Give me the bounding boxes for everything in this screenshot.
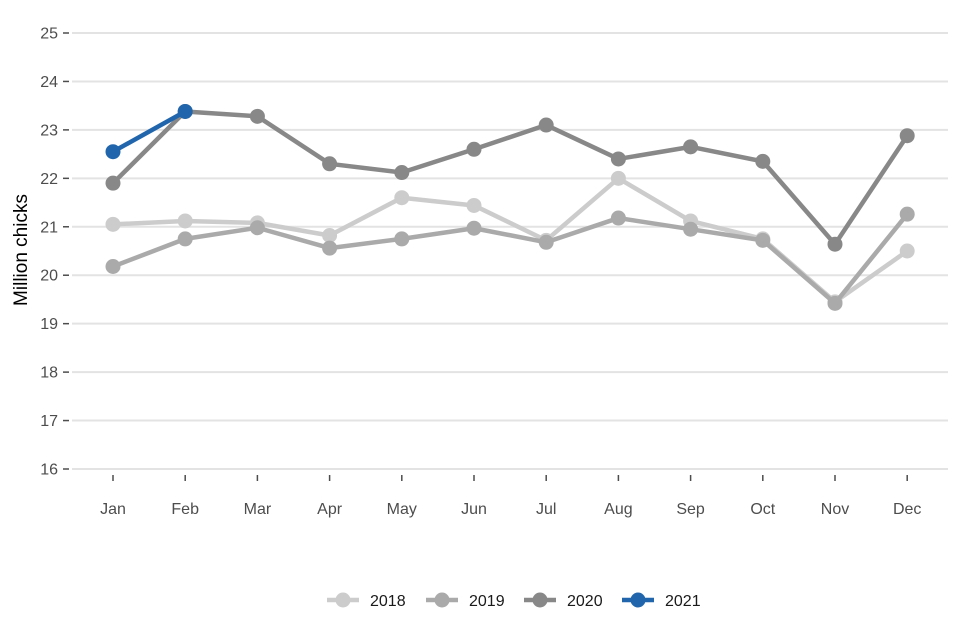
- data-point-2019: [249, 220, 265, 236]
- legend-item-2020: 2020: [524, 592, 603, 610]
- series-line-2020: [110, 109, 910, 247]
- x-tick-label: Oct: [750, 501, 775, 518]
- data-point-2021: [105, 144, 121, 160]
- legend-item-2019: 2019: [426, 592, 505, 610]
- data-point-2019: [177, 231, 193, 247]
- data-point-2018: [899, 243, 915, 259]
- x-tick-label: Jan: [100, 501, 126, 518]
- legend-label: 2018: [370, 593, 406, 610]
- data-point-2018: [322, 227, 338, 243]
- data-point-2020: [394, 165, 410, 181]
- data-point-2020: [683, 139, 699, 155]
- x-tick-label: Jun: [461, 501, 487, 518]
- data-point-2019: [755, 232, 771, 248]
- legend: 2018 2019 2020 2021: [327, 592, 701, 610]
- y-tick-label: 18: [40, 365, 58, 382]
- y-tick-label: 24: [40, 74, 58, 91]
- data-point-2020: [249, 108, 265, 124]
- series-line-2018: [110, 176, 910, 305]
- data-point-2019: [394, 231, 410, 247]
- legend-label: 2021: [665, 593, 701, 610]
- data-point-2019: [827, 295, 843, 311]
- x-axis: Jan Feb Mar Apr May Jun Jul Aug Sep Oct Nov Dec: [100, 475, 921, 518]
- data-point-2018: [466, 197, 482, 213]
- y-tick-label: 23: [40, 122, 58, 139]
- data-point-2021: [177, 103, 193, 119]
- data-point-2020: [466, 141, 482, 157]
- series-2020: [105, 103, 915, 252]
- legend-marker: [434, 592, 450, 608]
- data-point-2019: [610, 210, 626, 226]
- x-tick-label: Nov: [821, 501, 849, 518]
- data-point-2019: [683, 221, 699, 237]
- x-tick-label: Mar: [244, 501, 272, 518]
- x-tick-label: Sep: [676, 501, 705, 518]
- data-point-2020: [899, 128, 915, 144]
- legend-item-2021: 2021: [622, 592, 701, 610]
- legend-marker: [335, 592, 351, 608]
- data-point-2018: [610, 170, 626, 186]
- x-tick-label: Aug: [604, 501, 632, 518]
- data-point-2020: [105, 175, 121, 191]
- series-lines: [105, 103, 915, 311]
- y-tick-label: 17: [40, 413, 58, 430]
- x-tick-label: Apr: [317, 501, 343, 518]
- y-tick-label: 20: [40, 268, 58, 285]
- series-2021: [105, 103, 193, 160]
- legend-label: 2019: [469, 593, 505, 610]
- legend-marker: [532, 592, 548, 608]
- data-point-2020: [827, 236, 843, 252]
- y-axis-title: Million chicks: [11, 194, 32, 306]
- y-tick-label: 22: [40, 171, 58, 188]
- x-tick-label: Dec: [893, 501, 921, 518]
- data-point-2019: [538, 234, 554, 250]
- data-point-2020: [610, 151, 626, 167]
- series-line-2019: [110, 211, 910, 306]
- legend-item-2018: 2018: [327, 592, 406, 610]
- series-line-2021: [110, 109, 188, 154]
- data-point-2019: [105, 259, 121, 275]
- data-point-2019: [899, 206, 915, 222]
- y-tick-label: 25: [40, 26, 58, 43]
- data-point-2018: [177, 213, 193, 229]
- data-point-2020: [755, 153, 771, 169]
- y-tick-label: 19: [40, 316, 58, 333]
- data-point-2019: [466, 220, 482, 236]
- data-point-2018: [105, 216, 121, 232]
- x-tick-label: Jul: [536, 501, 556, 518]
- data-point-2019: [322, 240, 338, 256]
- data-point-2020: [538, 117, 554, 133]
- gridlines: [72, 32, 948, 470]
- legend-marker: [630, 592, 646, 608]
- series-2018: [105, 170, 915, 310]
- y-axis: 16 17 18 19 20 21 22 23 24 25: [40, 26, 69, 479]
- y-tick-label: 21: [40, 219, 58, 236]
- data-point-2020: [322, 156, 338, 172]
- series-2019: [105, 206, 915, 311]
- legend-label: 2020: [567, 593, 603, 610]
- x-tick-label: Feb: [171, 501, 199, 518]
- data-point-2018: [394, 190, 410, 206]
- x-tick-label: May: [387, 501, 417, 518]
- y-tick-label: 16: [40, 462, 58, 479]
